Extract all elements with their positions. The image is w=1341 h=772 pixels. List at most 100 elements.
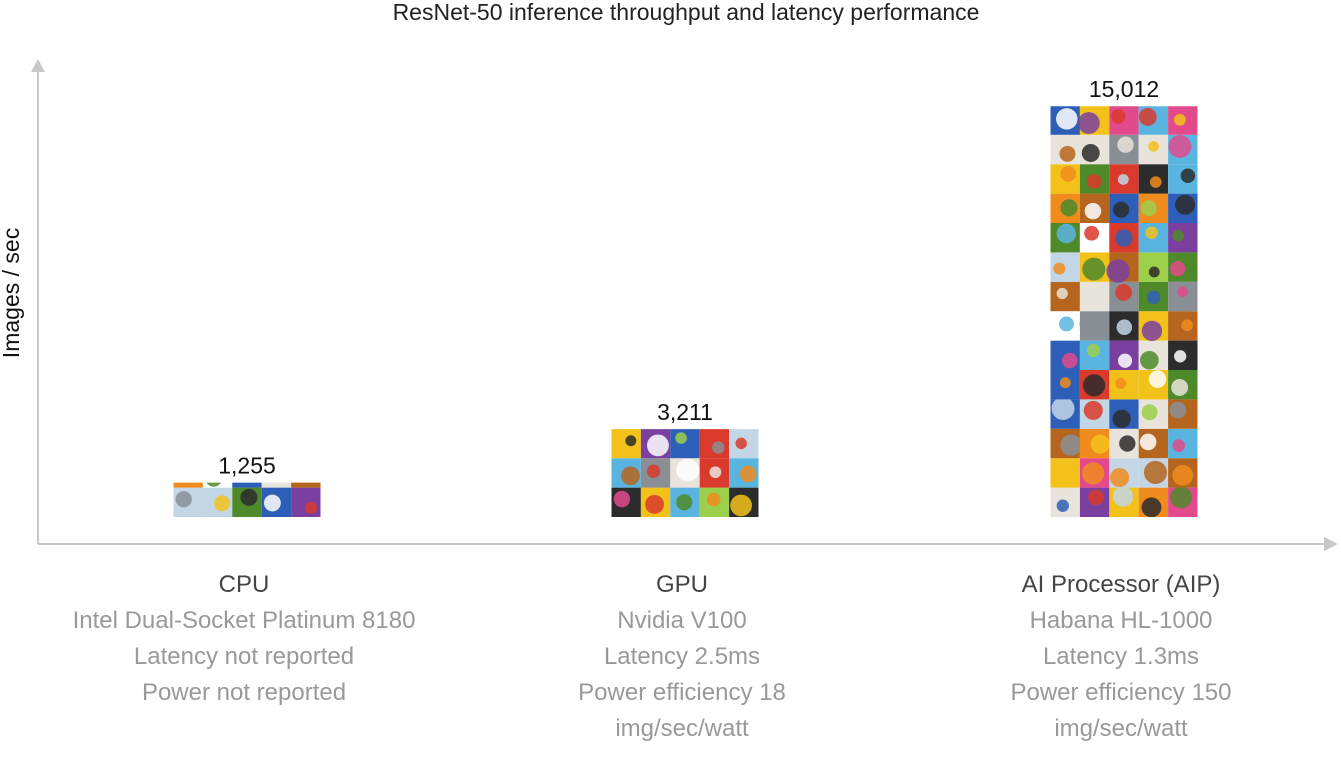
photo-tile (232, 482, 262, 488)
photo-subject (1148, 141, 1159, 152)
photo-subject (1086, 343, 1101, 358)
photo-subject (1143, 460, 1168, 484)
photo-subject (1109, 468, 1130, 488)
photo-subject (176, 463, 194, 481)
photo-subject (676, 458, 700, 482)
photo-subject (1172, 439, 1186, 452)
category-label: GPU (656, 571, 708, 598)
photo-subject (1117, 353, 1133, 368)
photo-subject (709, 466, 722, 479)
value-label: 1,255 (218, 453, 276, 479)
photo-subject (1090, 290, 1110, 310)
photo-subject (1140, 200, 1157, 217)
photo-subject (1172, 229, 1185, 242)
photo-subject (1056, 499, 1069, 512)
chart-title: ResNet-50 inference throughput and laten… (393, 0, 980, 25)
photo-subject (1060, 434, 1082, 456)
photo-subject (706, 492, 721, 507)
photo-subject (1060, 199, 1078, 217)
photo-subject (1145, 226, 1158, 240)
photo-subject (647, 434, 669, 457)
photo-subject (1117, 136, 1134, 153)
photo-subject (1119, 435, 1136, 452)
photo-subject (1059, 377, 1071, 389)
photo-subject (240, 488, 258, 506)
category-detail-line: Nvidia V100 (617, 607, 746, 634)
photo-subject (1090, 434, 1110, 454)
photo-subject (1138, 107, 1157, 126)
photo-subject (1149, 176, 1162, 188)
y-axis-label: Images / sec (0, 228, 24, 358)
photo-subject (1106, 259, 1130, 283)
photo-subject (1115, 377, 1127, 389)
photo-subject (1056, 287, 1068, 300)
photo-subject (1061, 352, 1078, 369)
photo-subject (621, 466, 640, 486)
photo-subject (1180, 168, 1196, 183)
photo-subject (266, 482, 277, 485)
photo-subject (1139, 433, 1157, 451)
photo-subject (1169, 401, 1187, 419)
category-detail-line: Power efficiency 18 (578, 679, 786, 706)
value-label: 3,211 (657, 399, 713, 425)
photo-subject (1115, 229, 1133, 247)
photo-subject (1117, 174, 1129, 185)
photo-subject (613, 490, 631, 508)
photo-tile (291, 482, 321, 488)
photo-subject (1088, 489, 1104, 506)
photo-tile (261, 482, 292, 488)
photo-subject (735, 437, 747, 450)
photo-subject (1056, 223, 1077, 244)
photo-subject (1056, 465, 1067, 477)
photo-subject (625, 435, 637, 447)
photo-subject (1115, 284, 1132, 301)
chart-axes (31, 59, 1338, 551)
photo-subject (1082, 257, 1106, 281)
photo-subject (1116, 319, 1133, 335)
photo-subject (645, 494, 665, 514)
category-detail-line: Power efficiency 150 (1010, 679, 1231, 706)
photo-subject (304, 501, 318, 514)
category-label: CPU (219, 571, 270, 598)
photo-subject (1171, 378, 1189, 396)
category-detail-line: Habana HL-1000 (1030, 607, 1213, 634)
photo-subject (295, 466, 311, 482)
photo-subject (1060, 165, 1077, 182)
photo-subject (1077, 112, 1100, 134)
photo-subject (1174, 350, 1187, 363)
photo-subject (739, 465, 757, 483)
photo-subject (1172, 464, 1194, 486)
photo-subject (1083, 400, 1103, 420)
photo-subject (1170, 486, 1193, 509)
category-detail-line: img/sec/watt (1054, 715, 1188, 742)
category-detail-line: Latency 2.5ms (604, 643, 760, 670)
photo-subject (1112, 409, 1131, 429)
category-detail-line: Power not reported (142, 679, 346, 706)
photo-subject (1168, 135, 1192, 158)
x-axis-arrow-icon (1324, 537, 1338, 551)
photo-subject (1146, 290, 1161, 305)
photo-subject (263, 494, 281, 512)
photo-tile (291, 487, 321, 517)
photo-subject (1148, 266, 1160, 278)
photo-subject (1141, 404, 1158, 421)
photo-subject (1113, 201, 1130, 218)
bar-ai-processor-aip (1050, 106, 1198, 518)
photo-subject (1084, 225, 1100, 241)
photo-subject (1082, 462, 1105, 485)
category-detail-line: Latency 1.3ms (1043, 643, 1199, 670)
photo-subject (675, 432, 687, 444)
photo-subject (1053, 262, 1066, 275)
y-axis-arrow-icon (31, 59, 45, 72)
photo-subject (214, 495, 231, 512)
photo-subject (1051, 396, 1075, 420)
bar-gpu (611, 429, 759, 517)
category-detail-line: Intel Dual-Socket Platinum 8180 (73, 607, 416, 634)
category-detail-line: img/sec/watt (615, 715, 749, 742)
photo-tile (173, 482, 203, 488)
photo-subject (175, 491, 192, 508)
photo-subject (1141, 320, 1163, 342)
photo-subject (712, 441, 725, 454)
photo-tile (611, 429, 641, 459)
photo-subject (1148, 370, 1167, 388)
